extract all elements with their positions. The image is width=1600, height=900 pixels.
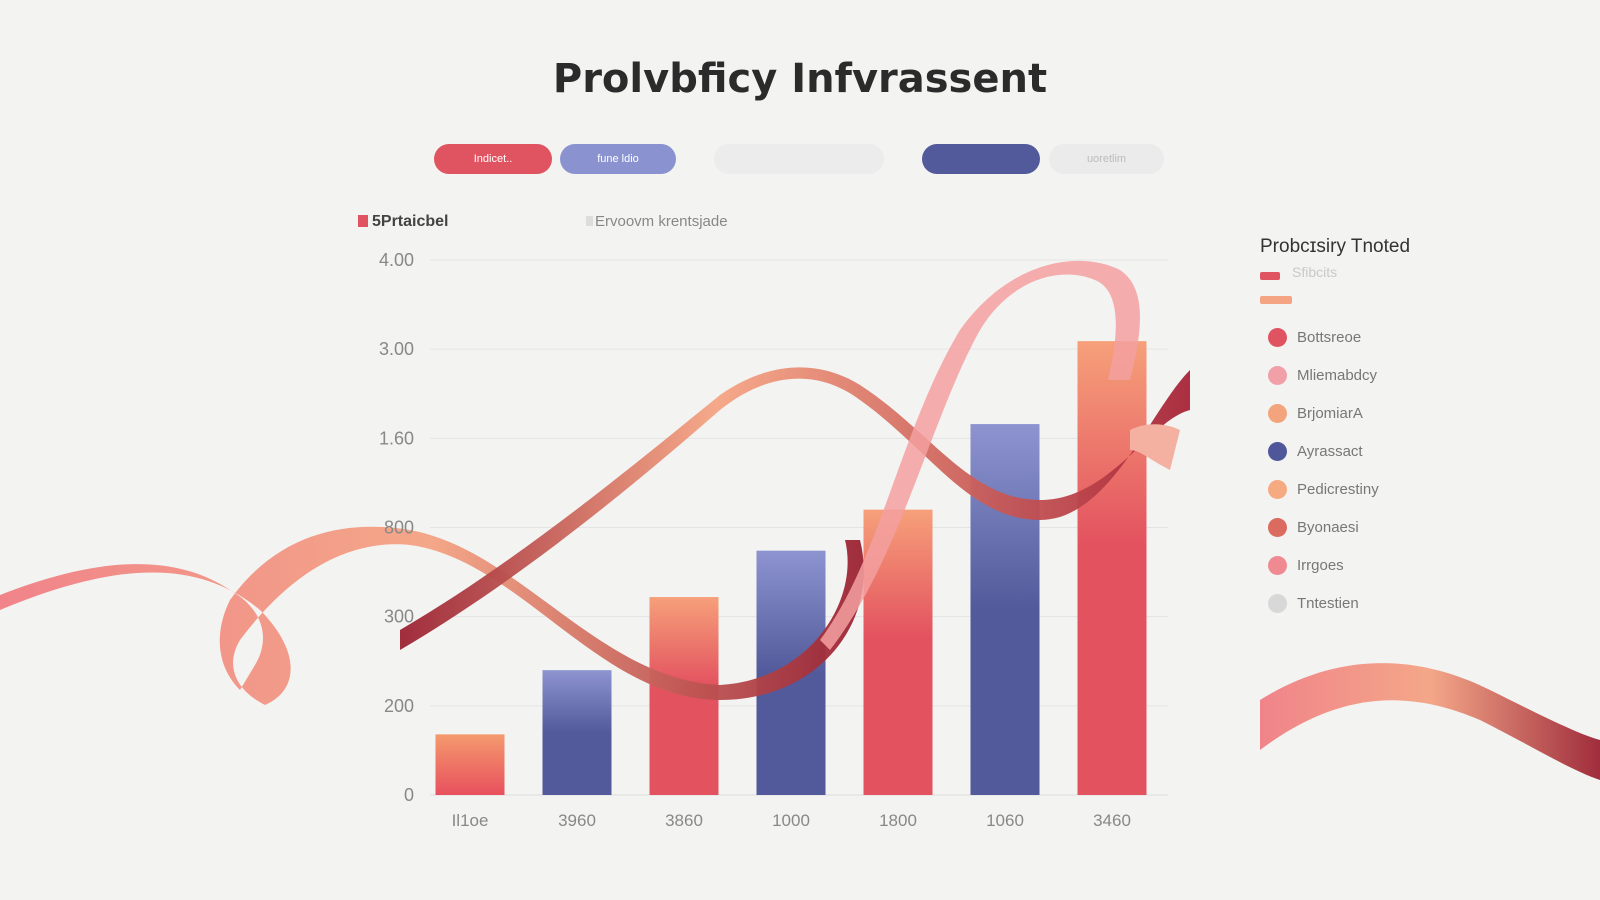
y-tick-label: 1.60 xyxy=(379,428,414,448)
x-tick-label: 1000 xyxy=(772,811,810,830)
legend-label: BrjomiarA xyxy=(1297,405,1363,422)
y-tick-label: 0 xyxy=(404,785,414,805)
filter-pill-2[interactable]: fune ldio xyxy=(560,144,676,174)
legend-bar-swatch-icon xyxy=(1260,272,1280,280)
y-tick-label: 800 xyxy=(384,518,414,538)
legend-item: Bottsreoe xyxy=(1268,328,1361,347)
top-legend-item-1: 5Prtaicbel xyxy=(358,213,448,231)
bar-2 xyxy=(542,670,612,795)
legend-item: Mliemabdcy xyxy=(1268,366,1377,385)
legend-label: Mliemabdcy xyxy=(1297,367,1378,384)
legend-item: BrjomiarA xyxy=(1268,404,1363,423)
legend-dot-icon xyxy=(1268,366,1287,385)
right-legend: Probcɪsiry Tnoted Sfibcits Bottsreoe Mlie… xyxy=(1260,236,1411,613)
legend-label: Bottsreoe xyxy=(1297,329,1362,346)
y-tick-label: 3.00 xyxy=(379,339,414,359)
y-tick-label: 200 xyxy=(384,696,414,716)
legend-item: Ayrassact xyxy=(1268,442,1363,461)
legend-dot-icon xyxy=(1268,328,1287,347)
x-tick-label: 1800 xyxy=(879,811,917,830)
legend-label: Byonaesi xyxy=(1297,519,1359,536)
legend-dot-icon xyxy=(1268,480,1287,499)
bar-1 xyxy=(435,734,505,795)
bar-7 xyxy=(1077,341,1147,795)
legend-swatch-icon xyxy=(586,216,593,226)
legend-dot-icon xyxy=(1268,594,1287,613)
legend-label: Ayrassact xyxy=(1297,443,1363,460)
filter-pill-5[interactable]: uoretlim xyxy=(1049,144,1164,174)
legend-swatch-icon xyxy=(358,215,368,227)
right-legend-title: Probcɪsiry Tnoted xyxy=(1260,236,1411,257)
legend-dot-icon xyxy=(1268,556,1287,575)
filter-pill-1[interactable]: Indicet.. xyxy=(434,144,552,174)
legend-label: 5Prtaicbel xyxy=(372,213,449,230)
x-tick-label: 3460 xyxy=(1093,811,1131,830)
bar-6 xyxy=(970,424,1040,795)
legend-item: Irrgoes xyxy=(1268,556,1344,575)
x-tick-label: 1060 xyxy=(986,811,1024,830)
x-tick-label: 3860 xyxy=(665,811,703,830)
legend-label: Tntestien xyxy=(1297,595,1359,612)
x-tick-label: Il1oe xyxy=(452,811,489,830)
filter-pill-3[interactable] xyxy=(714,144,884,174)
legend-item: Byonaesi xyxy=(1268,518,1359,537)
legend-dot-icon xyxy=(1268,518,1287,537)
legend-item: Tntestien xyxy=(1268,594,1359,613)
legend-label: Pedicrestiny xyxy=(1297,481,1379,498)
decorative-ribbons xyxy=(0,260,1600,780)
y-tick-label: 4.00 xyxy=(379,250,414,270)
legend-dot-icon xyxy=(1268,404,1287,423)
y-tick-label: 300 xyxy=(384,607,414,627)
top-legend-item-2: Ervoovm krentsjade xyxy=(586,213,728,230)
legend-label: Ervoovm krentsjade xyxy=(595,213,728,230)
legend-bar-label: Sfibcits xyxy=(1292,264,1338,280)
x-tick-label: 3960 xyxy=(558,811,596,830)
legend-dot-icon xyxy=(1268,442,1287,461)
filter-pill-4[interactable] xyxy=(922,144,1040,174)
chart-title: Prolvbficy Infvrassent xyxy=(552,56,1048,102)
legend-label: Irrgoes xyxy=(1297,557,1344,574)
legend-item: Pedicrestiny xyxy=(1268,480,1379,499)
legend-bar-swatch-icon xyxy=(1260,296,1292,304)
